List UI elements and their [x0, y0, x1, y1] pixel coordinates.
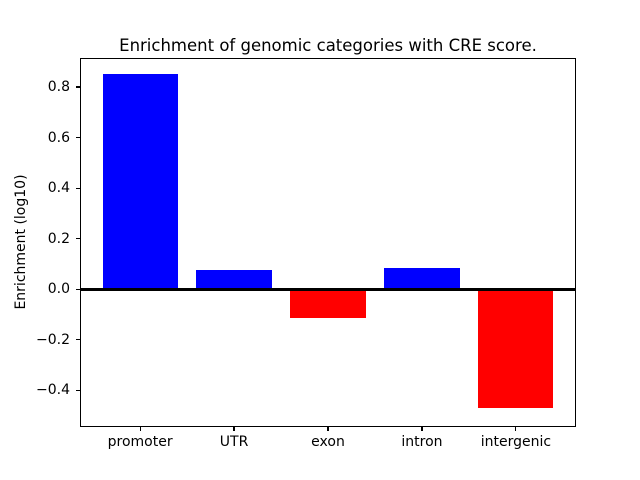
x-tick-label-exon: exon [311, 434, 345, 450]
y-tick-mark [76, 389, 80, 391]
y-tick-label: −0.4 [36, 382, 70, 399]
y-tick-mark [76, 137, 80, 139]
x-tick-mark [515, 427, 517, 431]
bar-promoter [102, 74, 178, 290]
x-tick-label-UTR: UTR [219, 434, 249, 450]
y-axis-label-text: Enrichment (log10) [13, 174, 29, 310]
bar-intron [384, 268, 460, 290]
y-tick-mark [76, 86, 80, 88]
zero-line [80, 287, 576, 291]
y-tick-mark [76, 187, 80, 189]
y-tick-label: −0.2 [36, 331, 70, 348]
y-tick-mark [76, 288, 80, 290]
y-tick-label: 0.6 [47, 129, 70, 146]
x-tick-label-promoter: promoter [107, 434, 173, 450]
x-tick-mark [327, 427, 329, 431]
y-tick-mark [76, 238, 80, 240]
y-tick-label: 0.0 [47, 281, 70, 298]
bar-exon [290, 289, 366, 319]
y-tick-label: 0.8 [47, 79, 70, 96]
bar-UTR [196, 270, 272, 290]
chart-title: Enrichment of genomic categories with CR… [119, 36, 537, 55]
bar-intergenic [478, 289, 554, 409]
x-tick-mark [233, 427, 235, 431]
y-tick-label: 0.2 [47, 230, 70, 247]
y-tick-mark [76, 339, 80, 341]
x-tick-label-intergenic: intergenic [480, 434, 552, 450]
y-tick-label: 0.4 [47, 180, 70, 197]
x-tick-label-intron: intron [401, 434, 443, 450]
x-tick-mark [421, 427, 423, 431]
x-tick-mark [139, 427, 141, 431]
